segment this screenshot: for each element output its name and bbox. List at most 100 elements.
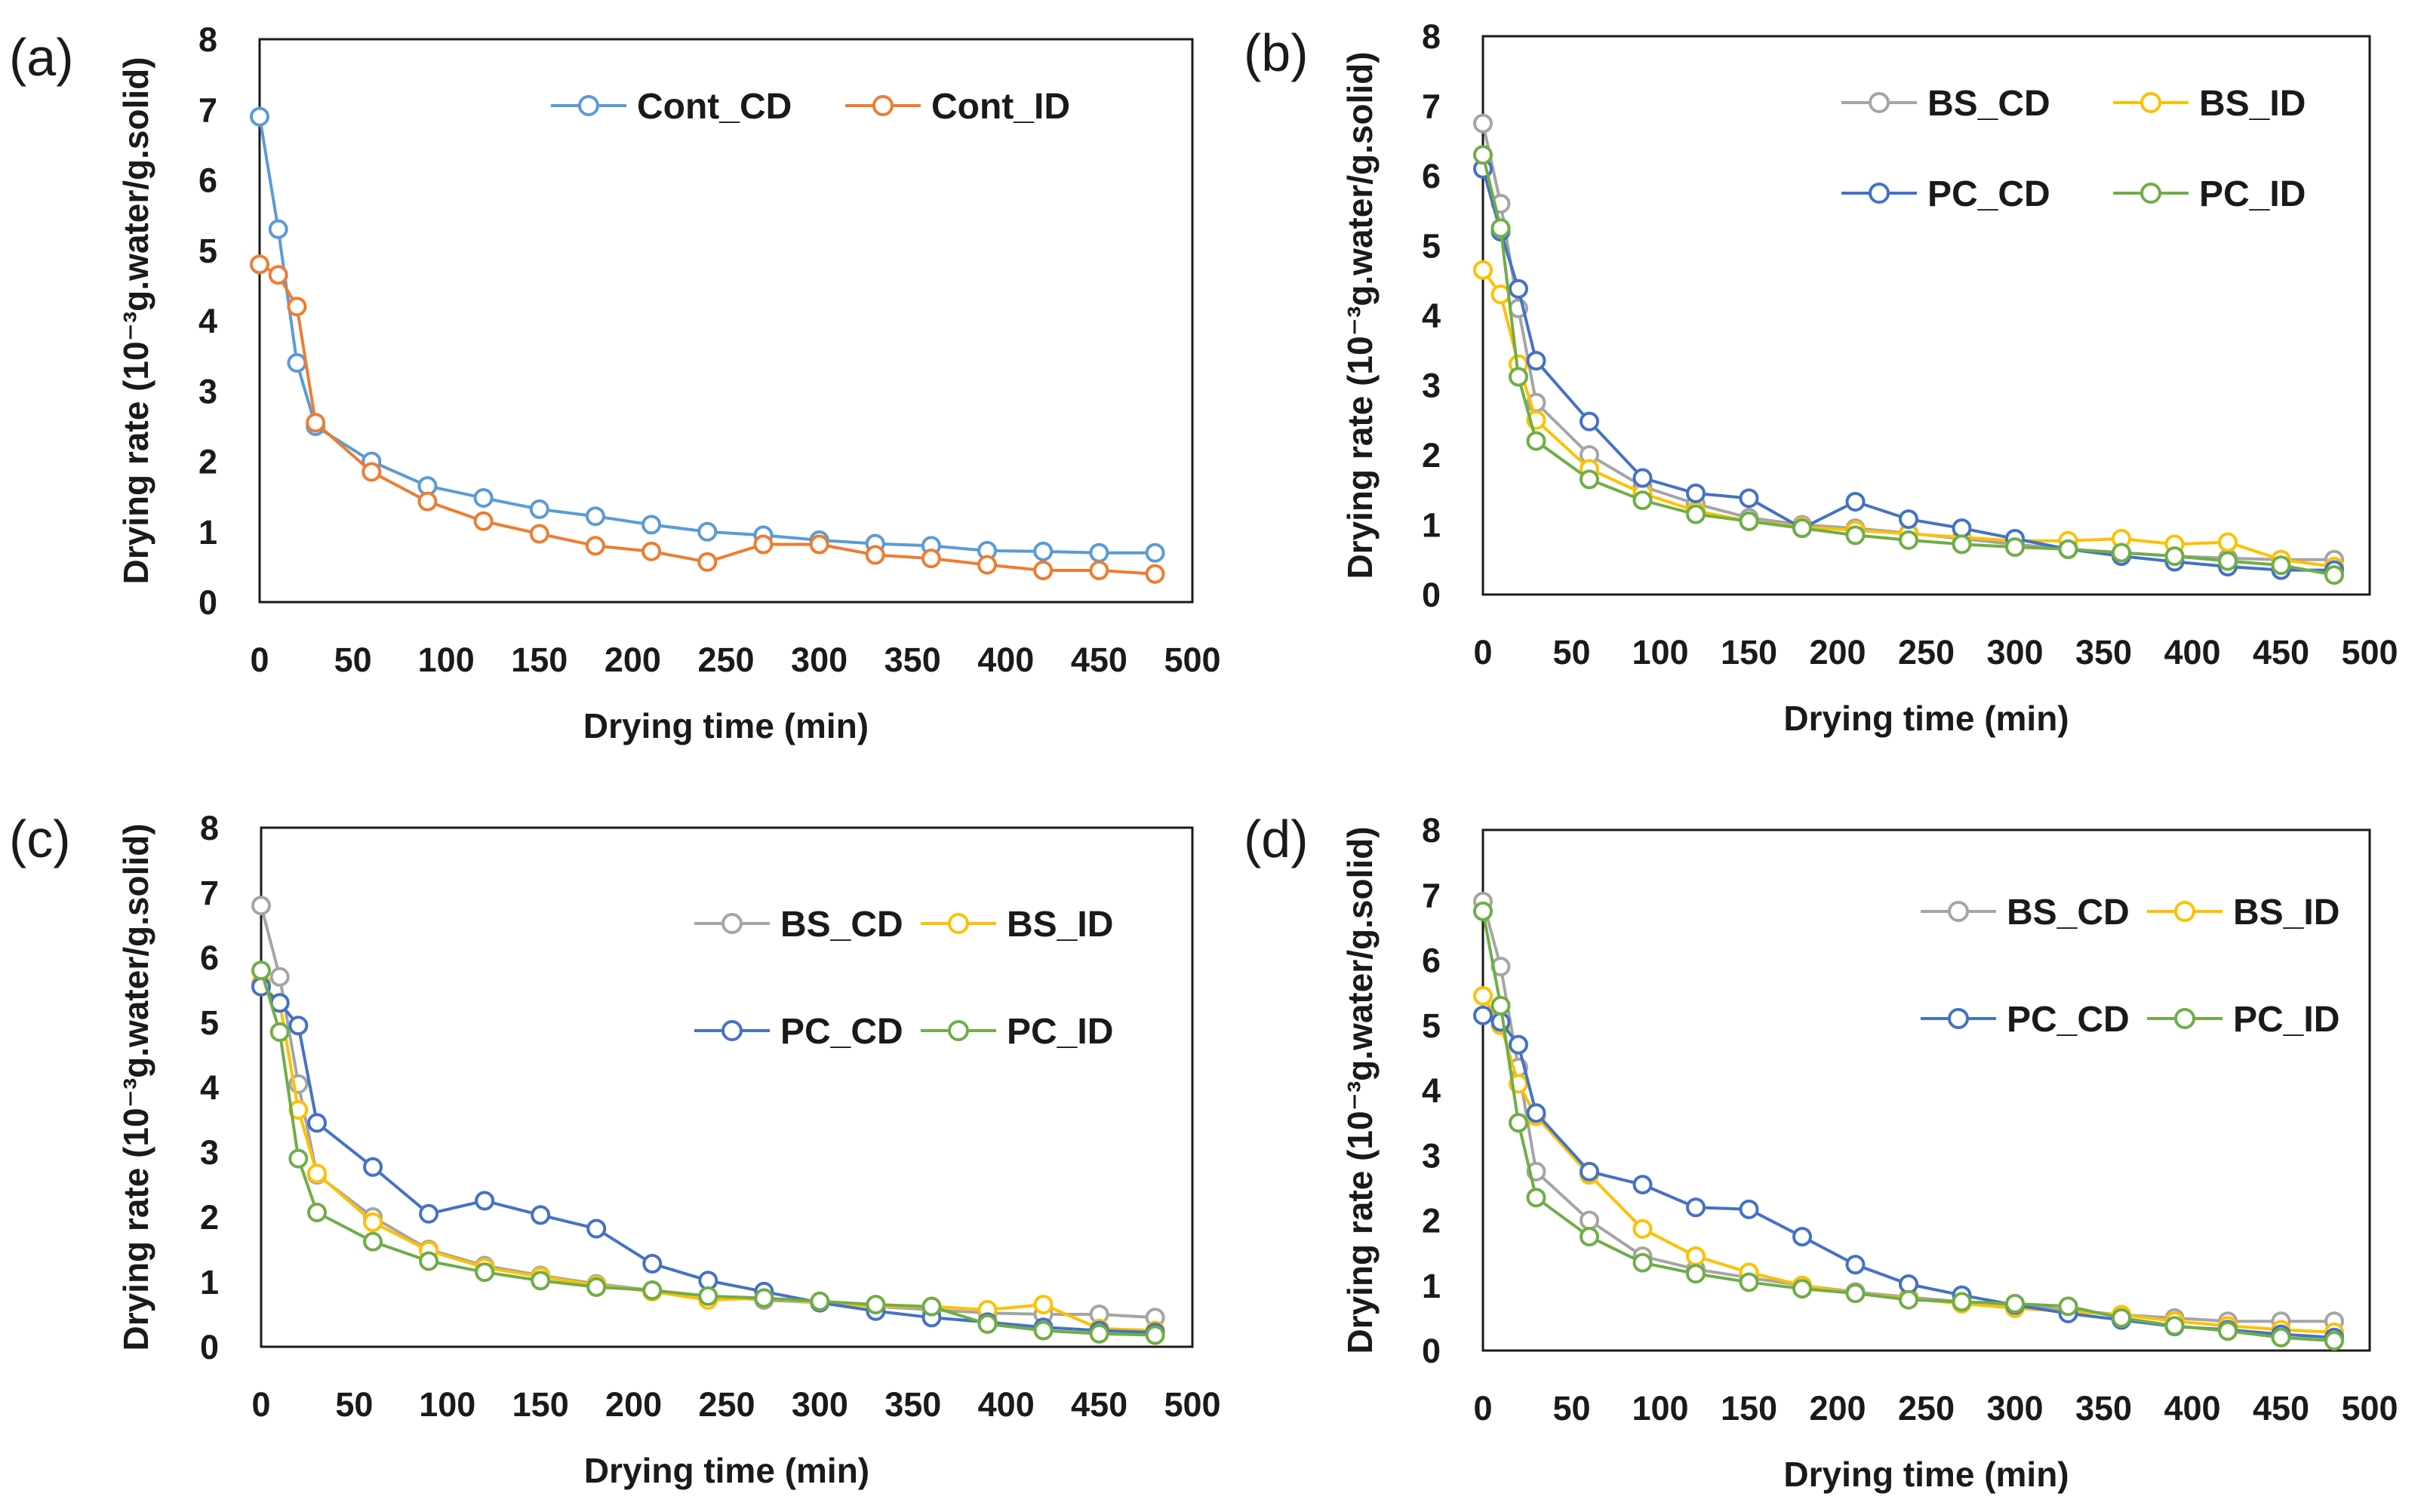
y-tick-label: 2 [198,443,217,481]
x-tick-label: 150 [512,1385,569,1424]
legend-label: PC_CD [2007,1000,2130,1040]
x-tick-label: 300 [792,1385,848,1424]
y-tick-label: 3 [1422,367,1441,405]
x-tick-label: 500 [2341,1389,2398,1427]
plot-frame [1481,35,2371,596]
legend-marker [721,913,743,934]
y-tick-label: 7 [198,91,217,129]
x-tick-label: 300 [1986,1389,2043,1427]
data-point [809,534,829,555]
legend-marker [948,913,969,934]
plot-frame [1481,828,2371,1352]
legend-label: BS_ID [2233,893,2339,933]
legend: BS_CD BS_ID PC_CD PC_ID [1921,893,2339,1040]
legend-label: PC_ID [2199,174,2306,214]
data-point [419,1251,439,1271]
data-point [2164,1316,2185,1336]
legend-entry: Cont_ID [845,87,1070,127]
data-point [1686,1246,1706,1266]
x-tick-label: 0 [251,1385,270,1424]
data-point [1473,985,1493,1006]
data-point [641,541,662,561]
series-Cont_CD [250,106,1165,563]
legend-entry: PC_CD [1921,1000,2130,1040]
y-tick-label: 6 [1422,942,1441,980]
data-point [531,1271,551,1291]
data-point [363,1157,383,1177]
legend: BS_CD BS_ID PC_CD PC_ID [694,905,1113,1052]
series-BS_CD [251,896,1165,1328]
data-point [307,1113,328,1133]
legend-marker [721,1020,743,1041]
legend-label: Cont_CD [637,87,792,127]
legend-marker [2140,183,2161,204]
panel-label: (a) [9,28,74,87]
x-tick-label: 0 [1473,633,1492,671]
data-point [287,352,307,373]
data-point [1033,561,1054,581]
data-point [269,967,290,987]
data-point [288,1016,309,1036]
x-tick-label: 500 [1164,641,1220,679]
x-tick-label: 350 [2075,1389,2132,1427]
legend-entry: BS_ID [2113,84,2306,124]
x-tick-label: 500 [2341,633,2398,671]
data-point [1509,367,1528,387]
data-point [1899,1289,1918,1310]
x-tick-label: 400 [2164,633,2220,671]
y-tick-label: 6 [198,161,217,200]
x-tick-label: 200 [1809,1389,1866,1427]
legend-label: PC_ID [1007,1012,1113,1052]
data-point [697,552,718,572]
data-point [1845,1283,1866,1304]
y-tick-label: 0 [198,583,217,622]
data-point [1089,561,1109,581]
series-line [260,905,1155,1320]
data-point [1490,995,1511,1016]
panel-1: (b) 0 1 2 3 4 5 6 7 8 0 50 100 150 200 250 300 350 400 450 5… [1244,17,2398,738]
data-point [642,1280,663,1301]
data-point [1473,260,1493,280]
data-point [2218,1321,2238,1341]
x-tick-label: 450 [1071,1385,1127,1424]
data-point [1686,483,1706,503]
data-point [1899,509,1918,530]
data-point [251,896,271,916]
y-tick-label: 8 [200,809,219,847]
series-line [258,116,1155,555]
data-point [1490,218,1511,238]
y-tick-label: 7 [1422,876,1441,914]
x-tick-label: 400 [977,641,1034,679]
data-point [1526,431,1546,451]
data-point [1145,564,1165,584]
data-point [585,506,605,527]
data-point [1509,1113,1528,1133]
x-tick-label: 50 [1552,1389,1590,1427]
legend-marker [2174,1008,2195,1029]
x-tick-label: 300 [1986,633,2043,671]
data-point [2324,1331,2344,1351]
legend-label: BS_ID [1007,905,1113,945]
legend-entry: BS_ID [2147,893,2339,933]
data-point [1845,525,1866,545]
data-point [268,265,288,285]
x-tick-label: 150 [1721,633,1777,671]
plot-frame [258,38,1194,604]
panel-0: (a) 0 1 2 3 4 5 6 7 8 0 50 100 150 200 250 300 350 400 450 5… [9,20,1221,745]
panel-3: (d) 0 1 2 3 4 5 6 7 8 0 50 100 150 200 250 300 350 400 450 5… [1244,810,2398,1494]
x-tick-label: 150 [511,641,568,679]
data-point [419,1203,439,1224]
panel-label: (d) [1244,810,1309,868]
x-tick-label: 450 [2253,1389,2309,1427]
data-point [1952,1292,1972,1312]
legend-marker [2140,92,2161,113]
data-point [363,1212,383,1232]
data-point [1739,1199,1759,1219]
data-point [529,524,549,544]
data-point [1792,518,1812,539]
x-tick-label: 500 [1164,1385,1220,1424]
x-tick-label: 100 [1632,633,1688,671]
y-tick-label: 7 [200,874,219,912]
plot-frame [260,826,1194,1348]
y-axis-title: Drying rate (10⁻³g.water/g.solid) [1340,51,1380,579]
